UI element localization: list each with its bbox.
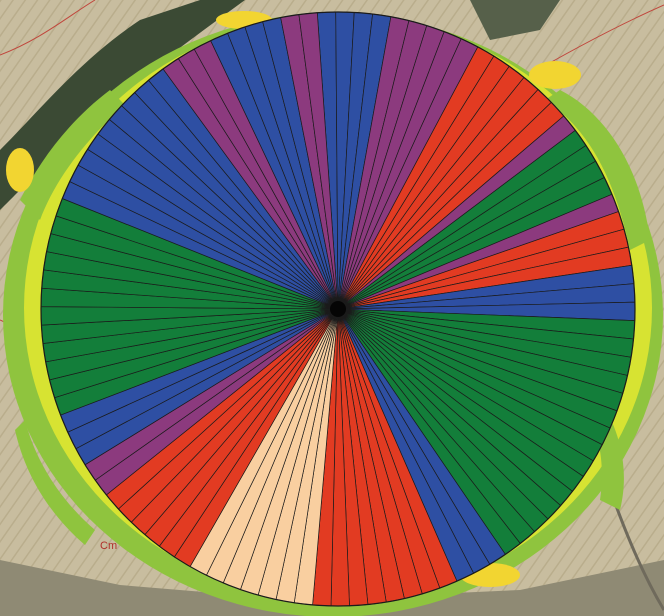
pivot-center: [330, 301, 346, 317]
vegetation-patch: [545, 90, 650, 250]
pivot-outline: [40, 11, 636, 607]
tree-patch: [470, 0, 560, 40]
vegetation-patch: [20, 90, 125, 220]
vegetation-patch: [6, 148, 34, 192]
vegetation-patch: [529, 61, 581, 89]
vegetation-patch: [15, 420, 95, 545]
tree-line: [0, 0, 245, 210]
field-label: Cm: [100, 540, 117, 552]
irrigation-pivot: [40, 11, 636, 607]
field-boundary: [0, 0, 96, 56]
tree-patch: [0, 560, 664, 616]
